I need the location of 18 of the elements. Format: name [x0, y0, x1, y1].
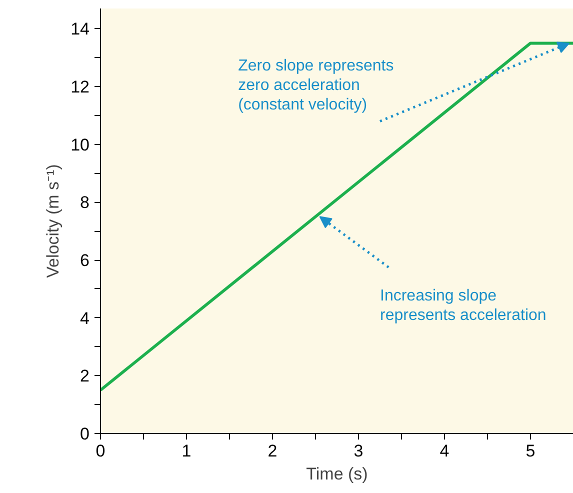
y-tick-label: 12	[70, 78, 90, 97]
y-tick-label: 6	[80, 251, 90, 270]
y-tick-label: 0	[80, 424, 90, 444]
y-tick-label: 8	[80, 193, 90, 212]
x-tick-label: 4	[440, 442, 450, 460]
x-axis-title: Time (s)	[306, 464, 368, 484]
x-tick-label: 2	[268, 442, 278, 460]
x-tick-label: 0	[96, 442, 106, 460]
x-tick-label: 5	[526, 442, 536, 460]
y-tick-label: 2	[80, 366, 90, 386]
annotation: Zero slope represents zero acceleration (constant velocity)	[238, 58, 394, 114]
x-tick-label: 1	[182, 442, 192, 460]
y-tick-label: 10	[70, 135, 90, 154]
y-axis-title: Velocity (m s⁻¹)	[44, 164, 63, 278]
annotation: Increasing slope represents acceleration	[380, 287, 546, 324]
x-tick-label: 3	[354, 442, 364, 460]
y-tick-label: 14	[70, 20, 90, 39]
y-tick-label: 4	[80, 308, 90, 328]
